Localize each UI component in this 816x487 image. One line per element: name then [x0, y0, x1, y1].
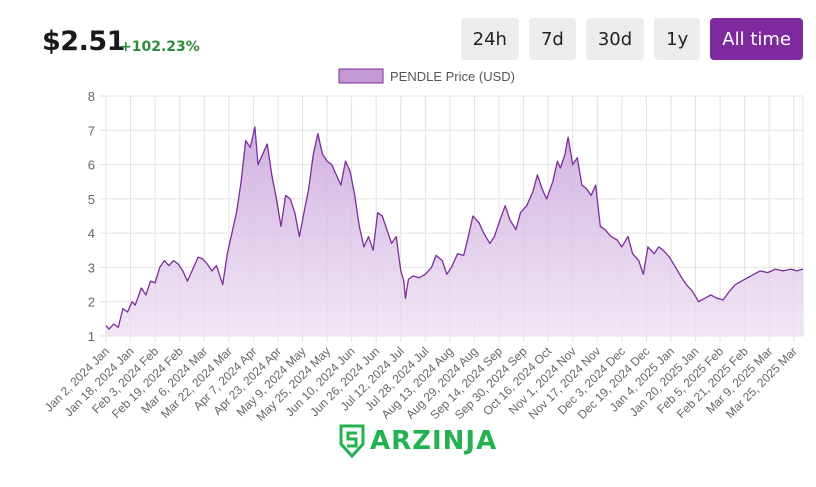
y-axis: 1 2 3 4 5 6 7 8	[88, 89, 95, 344]
y-tick-label: 7	[88, 123, 95, 138]
y-tick-label: 5	[88, 192, 95, 207]
chart-legend[interactable]: PENDLE Price (USD)	[338, 68, 515, 84]
time-range-selector: 24h 7d 30d 1y All time	[460, 18, 803, 60]
range-button-1y[interactable]: 1y	[654, 18, 701, 60]
y-tick-label: 3	[88, 260, 95, 275]
arzinja-logo-icon	[339, 424, 365, 458]
range-button-24h[interactable]: 24h	[460, 18, 519, 60]
y-tick-label: 1	[88, 329, 95, 344]
price-area-fill	[106, 126, 803, 337]
price-change-percent: +102.23%	[120, 39, 200, 55]
y-tick-label: 8	[88, 89, 95, 104]
range-button-7d[interactable]: 7d	[528, 18, 576, 60]
price-line	[105, 126, 804, 330]
watermark-text: ARZINJA	[370, 426, 498, 456]
current-price: $2.51	[42, 26, 125, 57]
legend-label: PENDLE Price (USD)	[390, 69, 515, 84]
range-button-30d[interactable]: 30d	[585, 18, 645, 60]
arzinja-watermark: ARZINJA	[338, 424, 497, 458]
range-button-all-time[interactable]: All time	[710, 18, 803, 60]
y-tick-label: 4	[88, 226, 95, 241]
y-tick-label: 6	[88, 158, 95, 173]
y-tick-label: 2	[88, 295, 95, 310]
legend-swatch	[338, 68, 384, 84]
